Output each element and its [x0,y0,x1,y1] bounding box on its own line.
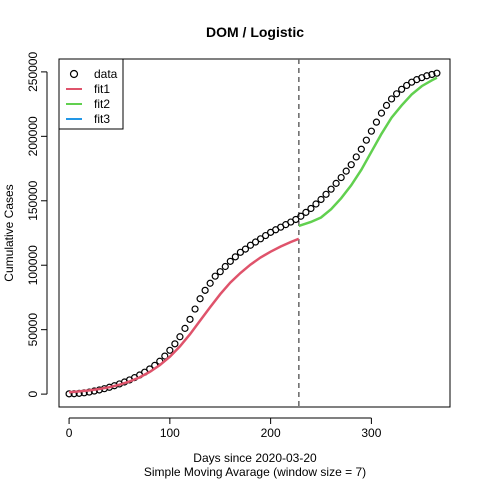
y-axis: 0 50000 100000 150000 200000 250000 [26,52,48,397]
fit2-line [298,76,438,228]
data-point [312,200,320,208]
data-point [403,81,411,90]
data-point [307,204,315,213]
data-point [337,173,345,182]
x-tick-label: 0 [66,426,73,440]
data-point [236,248,244,256]
chart-title: DOM / Logistic [206,24,304,40]
data-point [231,253,239,261]
fit1-line [69,237,300,394]
data-point [387,95,396,103]
data-point [428,70,436,79]
data-point [211,272,219,280]
data-point [322,190,330,198]
y-tick-label: 50000 [26,313,40,347]
data-point [251,238,260,246]
data-point [221,262,229,271]
data-point [201,286,209,294]
data-point [342,167,350,175]
data-point [332,179,340,187]
data-point [372,118,381,126]
data-point [352,153,360,161]
data-point [241,245,250,253]
data-point [362,136,370,144]
y-tick-label: 100000 [26,245,40,285]
data-point [206,279,214,287]
data-point [297,212,305,220]
data-point [171,340,179,348]
legend-label-fit1: fit1 [94,82,110,96]
data-point [246,241,255,249]
x-axis-label: Days since 2020-03-20 [193,451,317,465]
y-tick-label: 250000 [26,52,40,92]
data-point [317,195,325,204]
y-tick-label: 0 [26,390,40,397]
data-point [382,101,391,110]
data-point [181,324,189,332]
legend-marker-data [69,69,79,79]
x-tick-label: 100 [160,426,180,440]
data-point [292,215,300,224]
x-tick-label: 300 [361,426,381,440]
data-point [261,231,270,240]
data-point [196,295,204,303]
data-point [302,208,310,216]
y-tick-label: 200000 [26,116,40,156]
fit-lines [69,76,438,394]
y-axis-label: Cumulative Cases [2,184,16,281]
data-point [357,145,365,153]
data-point [226,257,234,265]
data-point [85,388,93,396]
x-axis: 0 100 200 300 [66,417,382,440]
data-point [367,127,375,135]
data-point [216,268,224,276]
legend-label-fit2: fit2 [94,97,110,111]
data-point [392,90,401,98]
plot-frame [58,58,451,408]
data-point [423,72,431,80]
data-point [433,69,441,77]
legend-label-data: data [94,67,118,81]
data-point [186,315,194,323]
data-point [377,109,386,117]
data-point [161,352,169,360]
chart-subtitle: Simple Moving Avarage (window size = 7) [144,465,366,479]
data-point [166,346,174,354]
y-tick-label: 150000 [26,180,40,220]
x-tick-label: 200 [261,426,281,440]
legend-box [58,58,124,130]
data-point [347,161,355,169]
data-point [191,305,199,313]
data-point [398,85,406,93]
data-point [327,185,335,193]
legend-label-fit3: fit3 [94,112,110,126]
data-point [176,333,184,341]
data-point [256,235,265,243]
data-point [65,390,73,398]
